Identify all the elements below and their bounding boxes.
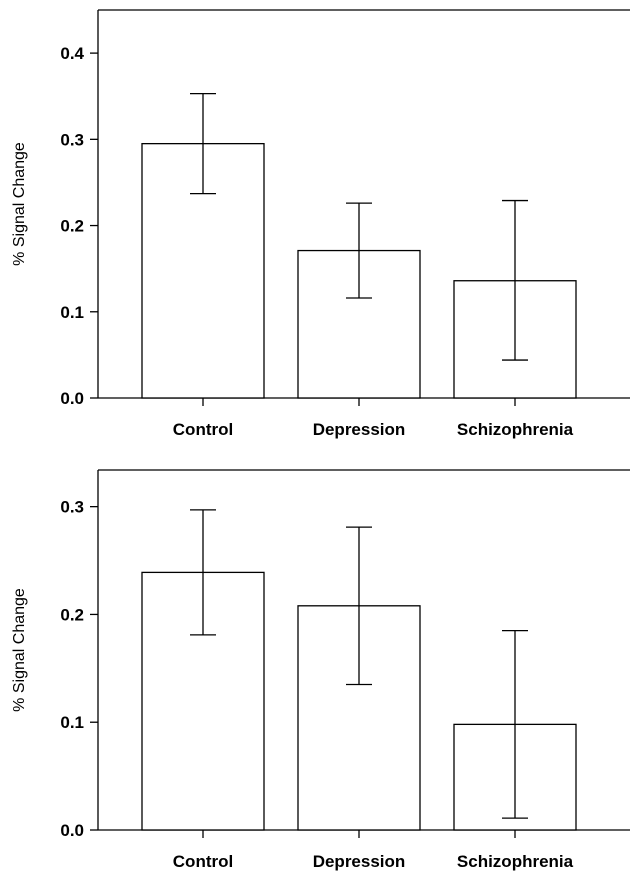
y-tick-label: 0.3 <box>60 498 84 517</box>
y-axis-title: % Signal Change <box>11 588 28 712</box>
chart-panel-2: 0.0 0.1 0.2 0.3 % Signal Change Control Depres… <box>11 469 630 871</box>
y-tick-label: 0.1 <box>60 713 84 732</box>
y-tick-label: 0.4 <box>60 44 84 63</box>
y-tick-label: 0.1 <box>60 303 84 322</box>
y-tick-label: 0.3 <box>60 130 84 149</box>
x-tick-label: Schizophrenia <box>457 852 574 871</box>
x-tick-label: Control <box>173 852 233 871</box>
y-tick-label: 0.0 <box>60 821 84 840</box>
x-tick-label: Depression <box>313 852 406 871</box>
x-tick-label: Depression <box>313 420 406 439</box>
y-tick-label: 0.2 <box>60 217 84 236</box>
chart-panel-1: 0.0 0.1 0.2 0.3 0.4 % Signal Change Control Dep… <box>11 9 630 439</box>
x-tick-label: Control <box>173 420 233 439</box>
y-tick-label: 0.0 <box>60 389 84 408</box>
y-axis-title: % Signal Change <box>11 142 28 266</box>
x-tick-label: Schizophrenia <box>457 420 574 439</box>
y-tick-label: 0.2 <box>60 605 84 624</box>
